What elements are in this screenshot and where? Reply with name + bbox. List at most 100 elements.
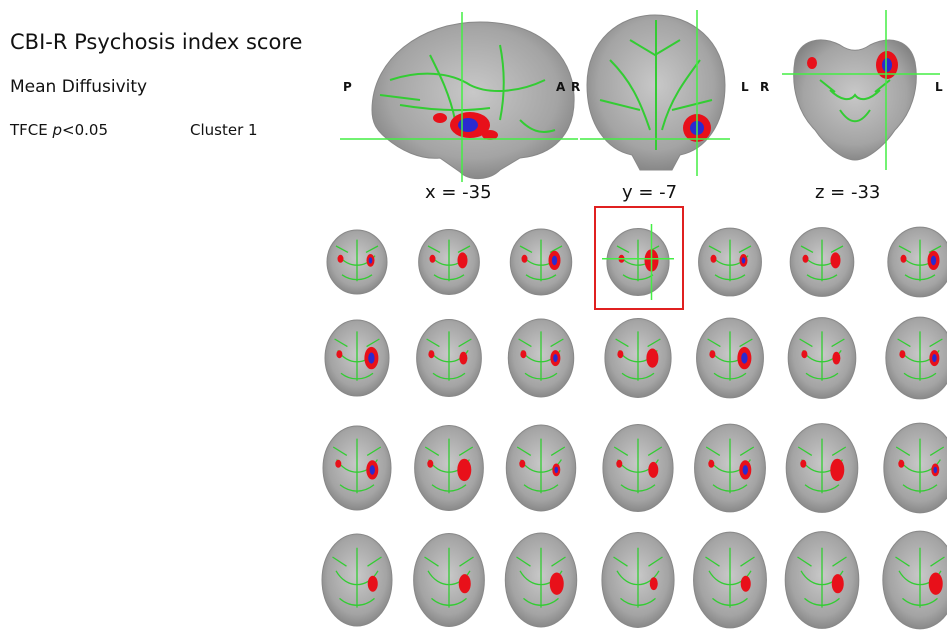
axial-left-orient: R <box>760 80 770 94</box>
slice-tract <box>424 438 474 494</box>
sagittal-coordinate: x = -35 <box>425 182 492 203</box>
coronal-coordinate: y = -7 <box>622 182 678 203</box>
slice-brain <box>882 530 947 630</box>
sagittal-cluster <box>433 112 498 140</box>
sagittal-tract <box>379 44 556 133</box>
slice-cluster-red <box>830 252 841 269</box>
sagittal-brain <box>371 21 575 179</box>
slice-cluster-red <box>616 459 623 468</box>
slice-tract <box>708 239 752 282</box>
slice-cluster-red <box>457 252 468 269</box>
coronal-tract <box>599 20 713 150</box>
coronal-right-orient: L <box>741 80 749 94</box>
cluster-label: Cluster 1 <box>190 121 258 139</box>
slice-tract <box>516 438 566 494</box>
slice-cluster-blue <box>551 255 558 266</box>
slice-cluster-red <box>646 348 659 368</box>
slice-cluster-red <box>898 459 905 468</box>
slice-tract <box>897 331 943 381</box>
slice-cluster-red <box>429 254 436 263</box>
slice-brain <box>887 226 947 298</box>
sagittal-view <box>340 12 578 182</box>
slice-cluster-blue <box>741 352 748 364</box>
slice-cluster-red <box>428 350 435 359</box>
slice-cluster-red <box>427 459 434 468</box>
slice-tract <box>898 239 942 282</box>
slice-cluster-red <box>457 458 472 482</box>
slice-cluster-red <box>520 350 527 359</box>
slice-cluster-blue <box>554 466 559 474</box>
threshold-prefix: TFCE <box>10 121 53 139</box>
slice-tract <box>332 547 382 608</box>
slice-tract <box>516 547 566 608</box>
slice-brain <box>885 316 947 400</box>
slice-cluster-red <box>649 577 658 591</box>
slice-tract <box>800 239 844 282</box>
slice-cluster-blue <box>368 352 375 364</box>
measure-label: Mean Diffusivity <box>10 77 148 97</box>
slice-cluster-blue <box>742 465 748 475</box>
coronal-view <box>580 10 730 176</box>
slice-cluster-red <box>458 574 471 594</box>
threshold-label: TFCE p<0.05 <box>10 121 108 139</box>
highlighted-slice-box <box>594 206 684 310</box>
slice-tract <box>334 331 380 381</box>
axial-view <box>782 10 940 170</box>
slice-cluster-red <box>336 350 343 359</box>
axial-coordinate: z = -33 <box>815 182 881 203</box>
slice-cluster-red <box>802 254 809 263</box>
slice-tract <box>615 331 661 381</box>
slice-cluster-red <box>708 459 715 468</box>
slice-cluster-blue <box>369 465 375 475</box>
slice-cluster-red <box>521 254 528 263</box>
slice-cluster-blue <box>553 354 558 363</box>
axial-slice-montage <box>321 224 947 630</box>
slice-tract <box>797 547 847 608</box>
slice-tract <box>895 547 945 608</box>
slice-cluster-red <box>800 459 807 468</box>
slice-brain <box>883 422 947 514</box>
slice-tract <box>616 239 660 282</box>
slice-tract <box>613 438 663 494</box>
slice-cluster-red <box>830 458 845 482</box>
slice-cluster-red <box>459 351 468 365</box>
slice-tract <box>427 239 471 282</box>
slice-cluster-red <box>617 350 624 359</box>
slice-tract <box>613 547 663 608</box>
slice-cluster-red <box>648 461 659 478</box>
axial-tract <box>819 79 891 123</box>
slice-tract <box>332 438 382 494</box>
slice-cluster-red <box>831 574 844 594</box>
slice-cluster-red <box>832 351 841 365</box>
slice-cluster-red <box>899 350 906 359</box>
slice-tract <box>705 438 755 494</box>
axial-right-orient: L <box>935 80 943 94</box>
slice-cluster-red <box>928 572 943 595</box>
slice-cluster-red <box>337 254 344 263</box>
slice-cluster-red <box>335 459 342 468</box>
slice-tract <box>518 331 564 381</box>
sagittal-left-orient: P <box>343 80 352 94</box>
slice-tract <box>519 239 563 282</box>
slice-cluster-red <box>740 575 751 592</box>
slice-tract <box>797 438 847 494</box>
slice-cluster-red <box>710 254 717 263</box>
slice-cluster-red <box>900 254 907 263</box>
slice-cluster-red <box>367 575 378 592</box>
coronal-left-orient: R <box>571 80 581 94</box>
slice-tract <box>799 331 845 381</box>
axial-cluster <box>807 51 898 79</box>
slice-cluster-blue <box>930 255 937 266</box>
slice-cluster-blue <box>933 466 938 474</box>
slice-cluster-red <box>801 350 808 359</box>
slice-tract <box>335 239 379 282</box>
slice-tract <box>895 438 945 494</box>
threshold-suffix: <0.05 <box>62 121 109 139</box>
slice-cluster-red <box>709 350 716 359</box>
slice-tract <box>424 547 474 608</box>
sagittal-right-orient: A <box>556 80 566 94</box>
slice-tract <box>705 547 755 608</box>
slice-tract <box>707 331 753 381</box>
slice-tract <box>426 331 472 381</box>
